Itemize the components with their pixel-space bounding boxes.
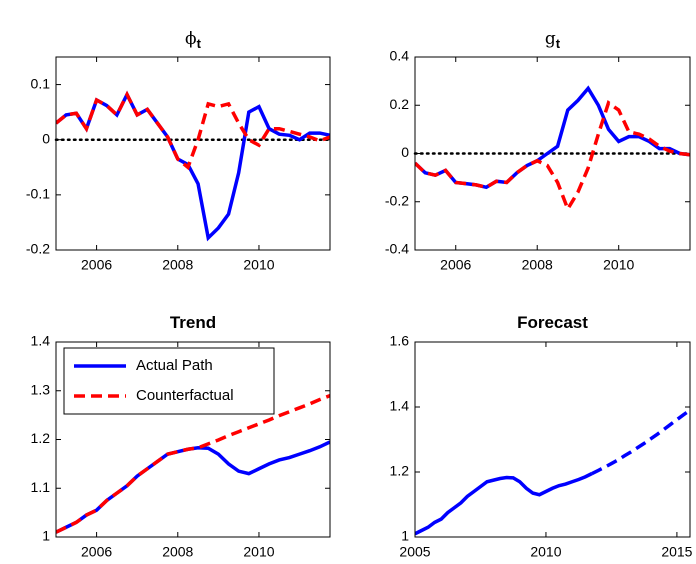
axes-frame xyxy=(414,56,691,251)
legend-box xyxy=(63,347,275,415)
y-tick-label: 1 xyxy=(42,528,50,544)
y-tick-label: 0.2 xyxy=(390,96,410,112)
title-main: Trend xyxy=(170,313,216,332)
y-tick-label: -0.4 xyxy=(385,241,409,257)
x-tick-label: 2006 xyxy=(81,544,112,560)
panel: gt 0.4 0.2 0 -0.2 -0.4 2006 2008 2010 xyxy=(385,29,692,273)
y-tick-label: 1.4 xyxy=(390,398,410,414)
series-line xyxy=(56,90,330,171)
y-tick-label: -0.1 xyxy=(26,186,50,202)
x-tick-label: 2010 xyxy=(530,544,561,560)
x-tick-label: 2006 xyxy=(440,257,471,273)
x-tick-label: 2008 xyxy=(162,544,193,560)
x-tick-label: 2008 xyxy=(162,257,193,273)
title-main: g xyxy=(545,29,556,49)
series-line xyxy=(591,408,690,476)
chart-title: gt xyxy=(545,29,561,52)
chart-title: Forecast xyxy=(517,313,588,332)
x-tick-label: 2015 xyxy=(661,544,692,560)
chart-title: ϕt xyxy=(185,29,202,52)
y-tick-label: 1 xyxy=(401,528,409,544)
x-tick-label: 2005 xyxy=(399,544,430,560)
y-tick-label: 1.3 xyxy=(31,381,51,397)
title-subscript: t xyxy=(197,36,202,51)
y-tick-label: 0 xyxy=(401,144,409,160)
y-tick-label: 1.1 xyxy=(31,479,51,495)
y-tick-label: 0.4 xyxy=(390,48,410,64)
panel: ϕt 0.1 0 -0.1 -0.2 2006 2008 2010 xyxy=(26,29,332,273)
title-main: ϕ xyxy=(185,29,197,49)
y-tick-label: 1.2 xyxy=(390,463,410,479)
title-main: Forecast xyxy=(517,313,588,332)
y-tick-label: 1.6 xyxy=(390,333,410,349)
legend-label: Actual Path xyxy=(136,357,213,374)
title-subscript: t xyxy=(556,36,561,51)
axes-frame xyxy=(55,341,331,538)
chart-title: Trend xyxy=(170,313,216,332)
y-tick-label: 0 xyxy=(42,130,50,146)
y-tick-label: 1.4 xyxy=(31,333,51,349)
x-tick-label: 2008 xyxy=(522,257,553,273)
axes-frame xyxy=(55,56,331,251)
axes-frame xyxy=(414,341,691,538)
x-tick-label: 2010 xyxy=(603,257,634,273)
legend-label: Counterfactual xyxy=(136,387,234,404)
y-tick-label: 1.2 xyxy=(31,430,51,446)
panel: Trend 1.4 1.3 1.2 1.1 1 2006 2008 2010 Actual Pat… xyxy=(31,313,331,560)
series-line xyxy=(415,472,593,536)
y-tick-label: 0.1 xyxy=(31,75,51,91)
y-tick-label: -0.2 xyxy=(385,192,409,208)
x-tick-label: 2010 xyxy=(243,544,274,560)
x-tick-label: 2010 xyxy=(243,257,274,273)
y-tick-label: -0.2 xyxy=(26,241,50,257)
x-tick-label: 2006 xyxy=(81,257,112,273)
series-line xyxy=(415,100,690,213)
series-line xyxy=(56,393,330,534)
